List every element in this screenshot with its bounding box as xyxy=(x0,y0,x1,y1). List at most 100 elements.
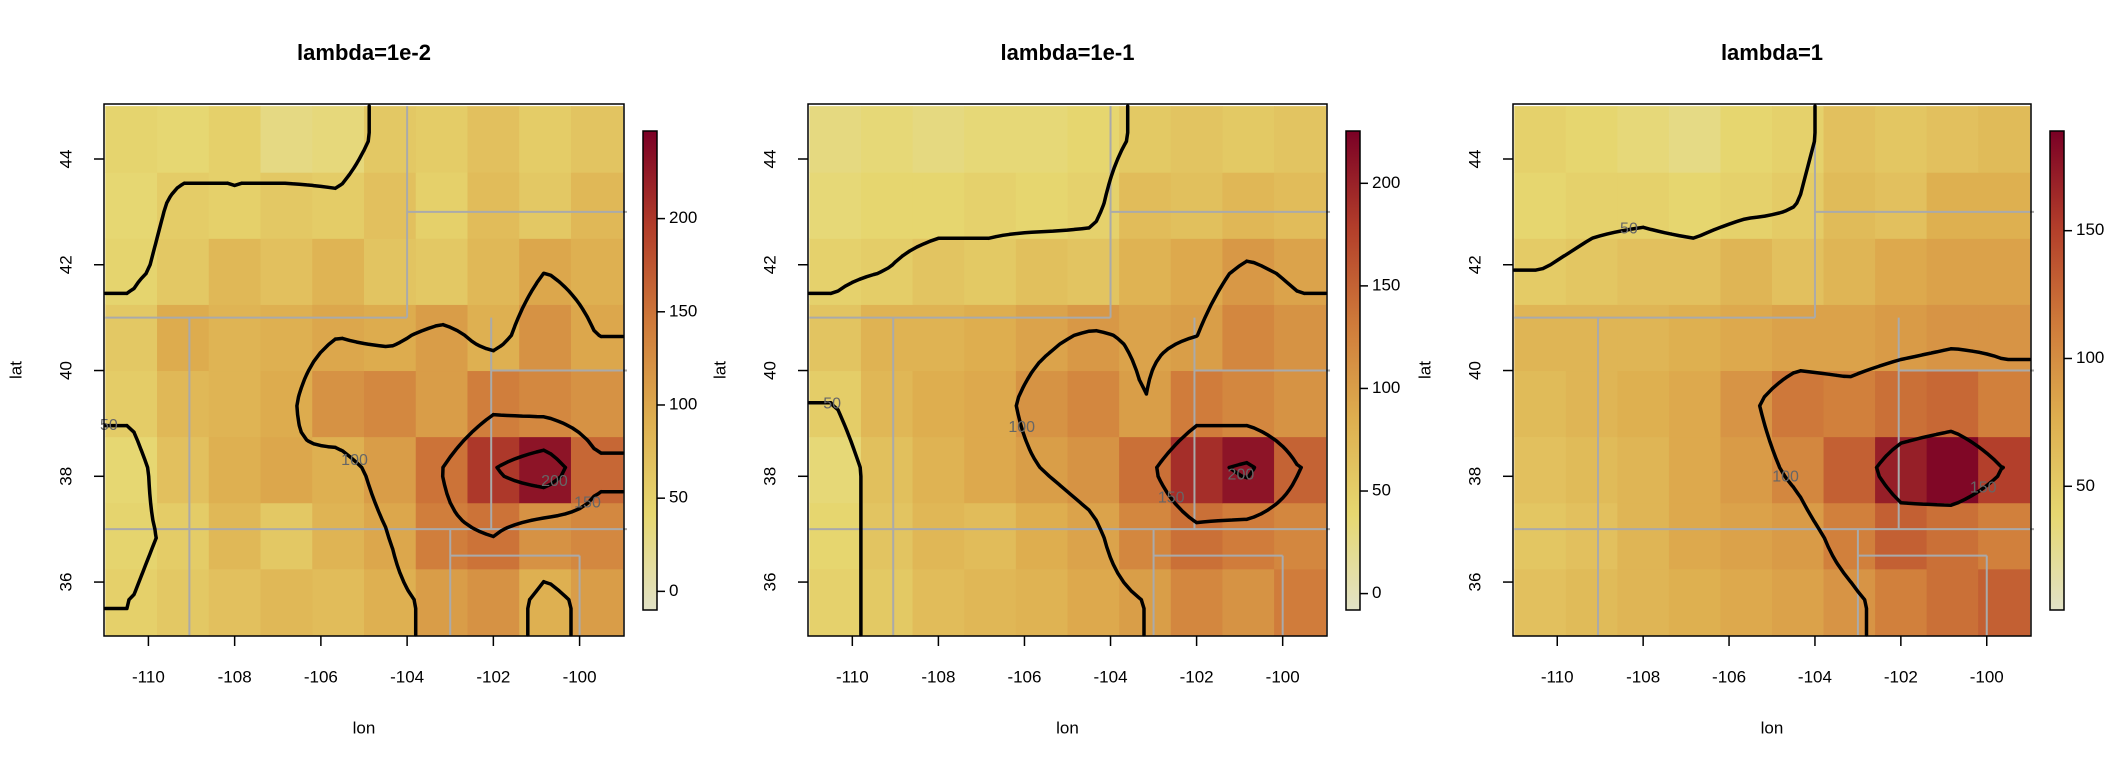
contour-line xyxy=(495,448,568,490)
heat-cell xyxy=(1565,568,1618,636)
heat-cell xyxy=(1617,238,1670,305)
heat-cell xyxy=(260,304,313,372)
contour-line xyxy=(295,271,625,637)
y-tick-label: 42 xyxy=(56,255,75,274)
heat-cell xyxy=(1668,172,1721,239)
x-tick-label: -110 xyxy=(132,667,165,686)
contour-label: 100 xyxy=(1772,469,1799,486)
heat-cell xyxy=(1926,238,1979,305)
contour-label: 150 xyxy=(1970,479,1997,496)
heat-cell xyxy=(1772,502,1825,570)
heat-cell xyxy=(1617,502,1670,570)
x-tick-label: -104 xyxy=(390,667,424,686)
heat-cell xyxy=(1926,172,1979,239)
contour-label: 100 xyxy=(1008,419,1035,436)
heat-cell xyxy=(1668,568,1721,636)
heat-cell xyxy=(1170,502,1223,570)
contour-line xyxy=(1874,429,2005,507)
heat-cell xyxy=(467,172,520,239)
heat-cell xyxy=(1170,568,1223,636)
heat-cell xyxy=(1978,370,2031,438)
heat-cell xyxy=(964,370,1017,438)
heat-cell xyxy=(1926,370,1979,438)
heat-cell xyxy=(1514,370,1567,438)
heat-cell xyxy=(519,238,572,305)
heat-cell xyxy=(964,436,1017,504)
heat-cell xyxy=(1015,106,1068,173)
y-axis-label: lat xyxy=(6,361,25,379)
x-axis-label: lon xyxy=(1761,718,1784,737)
heat-cell xyxy=(157,238,210,305)
x-axis-label: lon xyxy=(1056,718,1079,737)
heat-cell xyxy=(1565,370,1618,438)
heat-cell xyxy=(1015,172,1068,239)
heat-cell xyxy=(415,106,468,173)
colorbar-tick-label: 50 xyxy=(669,488,688,507)
x-tick-label: -104 xyxy=(1798,667,1832,686)
heat-cell xyxy=(860,370,914,438)
chart-title: lambda=1 xyxy=(1721,40,1823,65)
heat-cell xyxy=(809,502,862,570)
panel: 50 100 150 xyxy=(1512,104,2035,637)
x-tick-label: -106 xyxy=(1007,667,1041,686)
heat-cell xyxy=(467,568,520,636)
heat-cell xyxy=(570,370,624,438)
colorbar-tick-label: 200 xyxy=(669,208,697,227)
y-tick-label: 44 xyxy=(760,150,779,169)
heat-cell xyxy=(1170,238,1223,305)
heat-cell xyxy=(1823,370,1876,438)
colorbar-tick-label: 150 xyxy=(669,301,697,320)
heat-cell xyxy=(364,370,417,438)
heat-cell xyxy=(519,370,572,438)
heat-cell xyxy=(1015,502,1068,570)
x-tick-label: -110 xyxy=(1541,667,1574,686)
y-tick-label: 36 xyxy=(760,573,779,592)
heat-cell xyxy=(1119,370,1172,438)
heat-cell xyxy=(1274,172,1327,239)
heat-cell xyxy=(208,436,262,504)
heat-cell xyxy=(208,106,262,173)
heat-cell xyxy=(1978,238,2031,305)
heat-cell xyxy=(1875,436,1928,504)
heat-cell xyxy=(1222,502,1275,570)
heat-cell xyxy=(860,238,914,305)
heat-cell xyxy=(912,568,965,636)
heat-cell xyxy=(1514,568,1567,636)
heat-cell xyxy=(860,304,914,372)
contour-line xyxy=(1227,460,1257,480)
heat-cell xyxy=(1222,568,1275,636)
heat-cell xyxy=(1720,304,1773,372)
heat-cell xyxy=(1274,106,1327,173)
heat-cell xyxy=(1067,436,1120,504)
y-tick-label: 40 xyxy=(1465,361,1484,380)
y-tick-label: 38 xyxy=(56,467,75,486)
x-axis-label: lon xyxy=(353,718,376,737)
x-tick-label: -102 xyxy=(1884,667,1918,686)
y-tick-label: 36 xyxy=(56,573,75,592)
heat-cell xyxy=(1926,436,1979,504)
y-tick-label: 40 xyxy=(760,361,779,380)
heat-cell xyxy=(260,106,313,173)
heat-cell xyxy=(860,172,914,239)
heat-cell xyxy=(105,304,158,372)
heat-cell xyxy=(1222,172,1275,239)
contour-line xyxy=(1014,259,1328,637)
heat-cell xyxy=(467,436,520,504)
heat-cell xyxy=(1274,304,1327,372)
heat-cell xyxy=(1823,436,1876,504)
heat-cell xyxy=(1565,436,1618,504)
heat-cell xyxy=(312,172,365,239)
heat-cell xyxy=(912,172,965,239)
heat-cell xyxy=(1565,502,1618,570)
heat-cell xyxy=(1772,172,1825,239)
heat-cell xyxy=(809,106,862,173)
heat-cell xyxy=(1274,370,1327,438)
heat-cell xyxy=(1926,568,1979,636)
y-axis-label: lat xyxy=(1415,361,1434,379)
heat-cell xyxy=(1565,106,1618,173)
heat-cell xyxy=(1565,172,1618,239)
heat-cell xyxy=(208,238,262,305)
x-tick-label: -108 xyxy=(218,667,252,686)
heat-cell xyxy=(1823,106,1876,173)
